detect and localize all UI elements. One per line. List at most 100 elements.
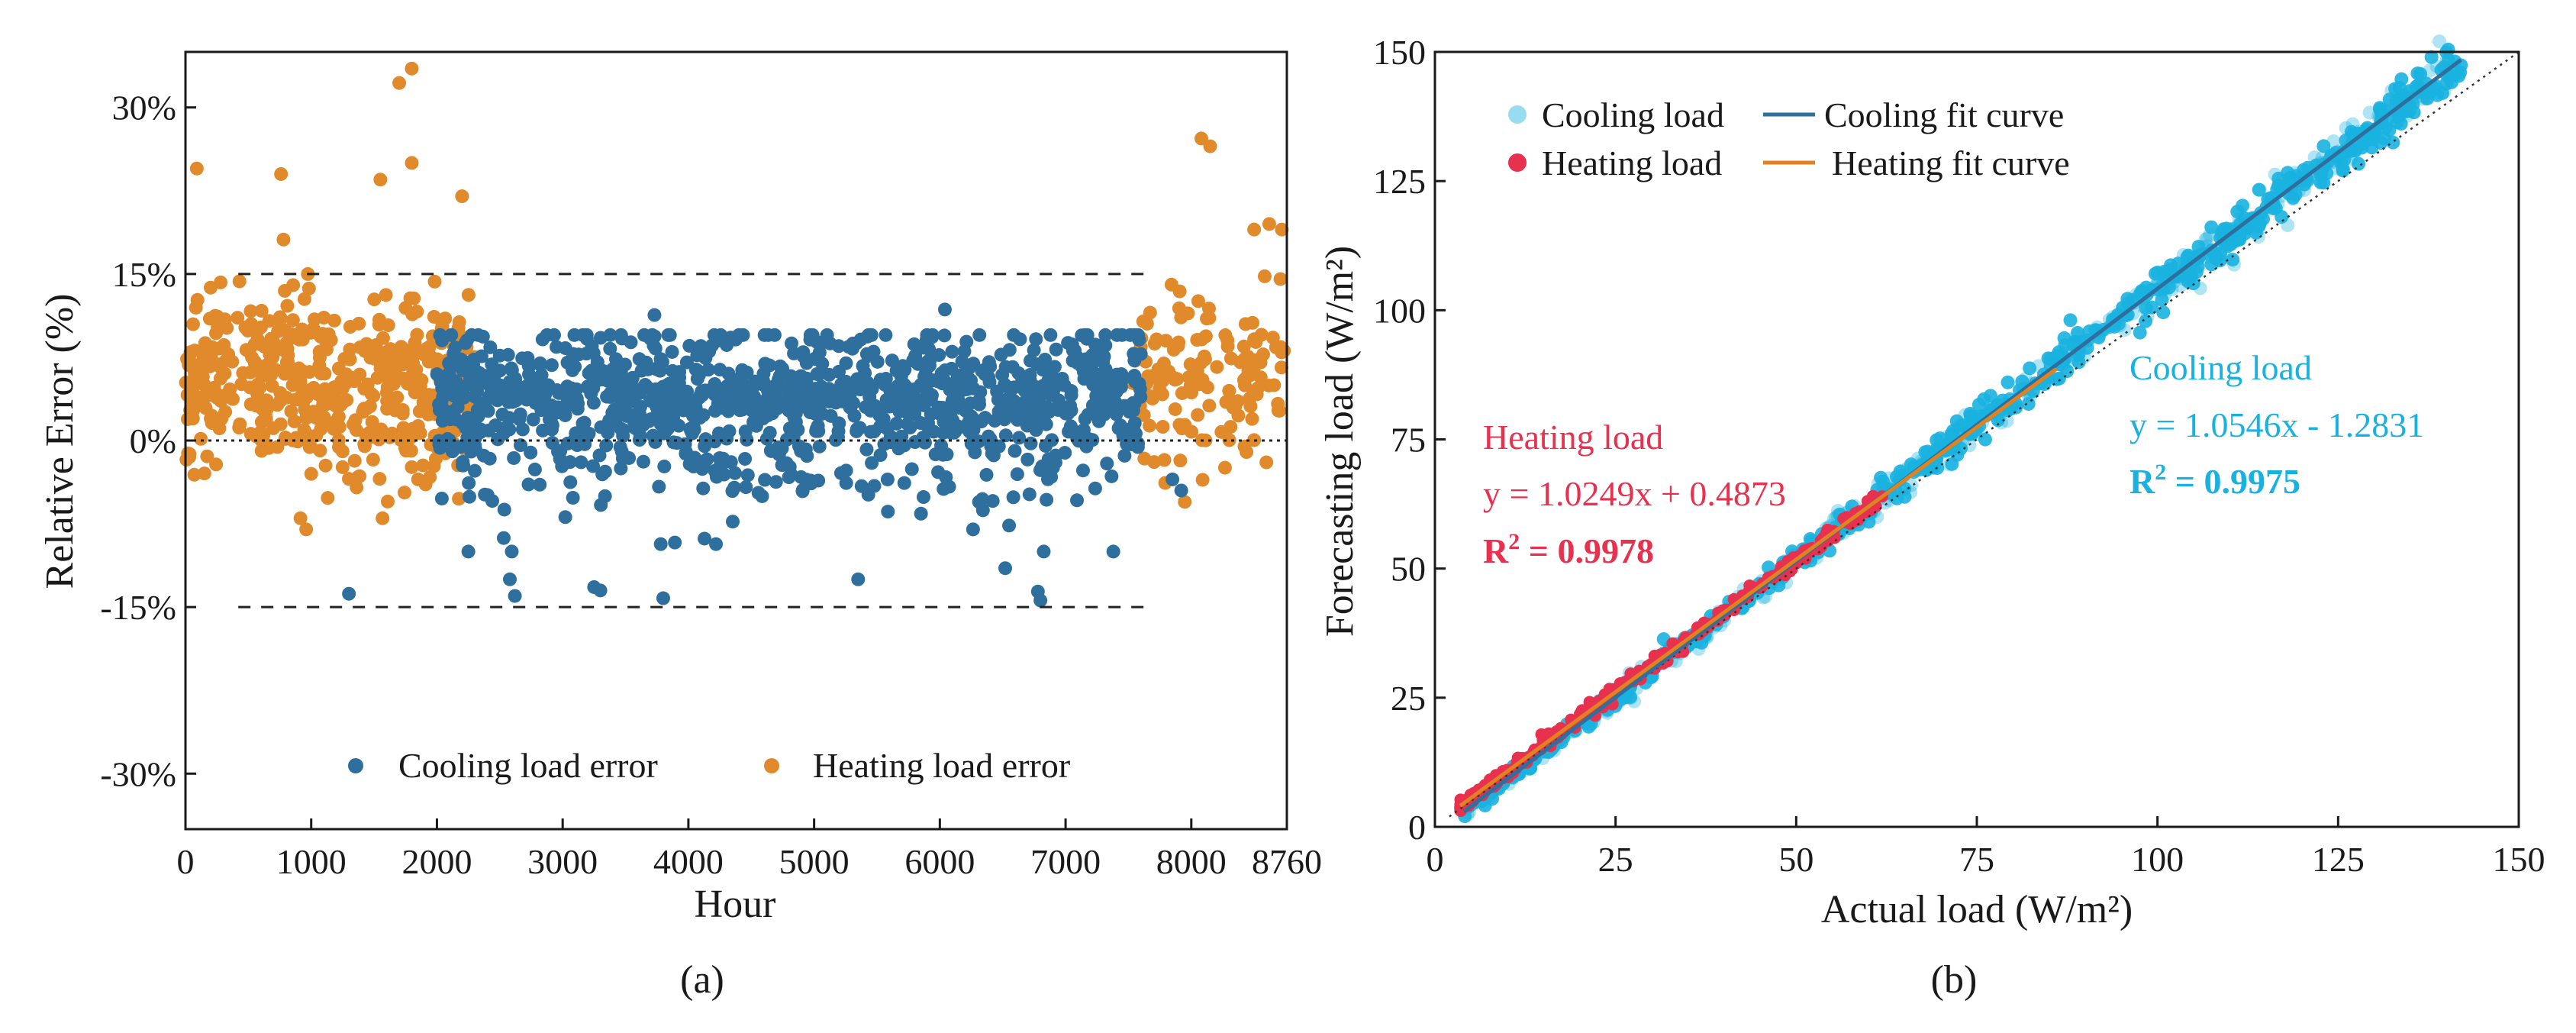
cooling-error-point (972, 328, 987, 342)
heating-error-point (331, 440, 346, 454)
heating-error-point (405, 460, 419, 474)
heating-error-point (1156, 420, 1170, 434)
cooling-error-point (809, 381, 824, 395)
cooling-error-point (696, 408, 711, 422)
cooling-error-point (758, 357, 772, 371)
cooling-error-point (856, 359, 870, 373)
heating-error-point (196, 342, 211, 357)
cooling-error-point (619, 408, 634, 423)
cooling-load-point (2286, 192, 2300, 206)
cooling-load-point (2204, 220, 2219, 234)
cooling-error-point (483, 340, 498, 354)
cooling-error-point (779, 432, 794, 447)
cooling-load-point (2179, 271, 2194, 286)
heating-error-point (299, 522, 314, 537)
cooling-error-point (637, 328, 652, 342)
cooling-error-point (901, 417, 915, 431)
cooling-error-point (986, 448, 1001, 463)
cooling-load-point (2018, 372, 2033, 386)
cooling-error-point (527, 462, 542, 476)
heating-error-point (1256, 347, 1270, 362)
heating-error-point (204, 412, 218, 426)
panel-b-legend: Cooling load Cooling fit curve Heating l… (1508, 95, 2070, 182)
heating-error-point (327, 313, 341, 328)
cooling-error-point (839, 476, 853, 490)
heating-error-point (369, 338, 383, 353)
heating-error-point (271, 324, 285, 339)
cooling-error-point (921, 415, 936, 430)
x-tick-label: 75 (1959, 840, 1994, 879)
x-tick-label: 100 (2131, 840, 2184, 879)
heating-error-point (1214, 424, 1229, 439)
heating-error-point (367, 292, 382, 307)
cooling-load-point (1942, 457, 1957, 472)
cooling-error-point (695, 462, 710, 476)
cooling-error-point (436, 406, 450, 421)
cooling-error-point (1097, 350, 1111, 364)
cooling-error-point (1126, 403, 1140, 418)
cooling-error-point (632, 433, 646, 447)
cooling-error-point (958, 358, 972, 373)
heating-error-point (232, 274, 247, 289)
cooling-error-point (883, 429, 898, 444)
cooling-error-point (586, 459, 601, 473)
heating-error-point (1143, 418, 1157, 433)
heating-error-point (1137, 451, 1152, 466)
heating-error-point (263, 368, 278, 383)
cooling-error-point (782, 421, 797, 436)
cooling-error-point (507, 450, 521, 465)
heating-error-point (234, 377, 249, 392)
heating-error-point (243, 397, 258, 412)
cooling-error-point (1037, 362, 1052, 376)
cooling-error-point (879, 328, 893, 342)
cooling-load-point (2189, 265, 2204, 279)
cooling-error-point (709, 537, 724, 551)
heating-error-point (327, 380, 341, 395)
cooling-error-point (740, 365, 754, 379)
heating-error-point (1210, 360, 1224, 374)
cooling-error-point (928, 447, 943, 462)
heating-error-point (370, 370, 385, 385)
cooling-error-point (453, 440, 467, 454)
heating-error-point (327, 421, 341, 436)
heating-error-point (254, 304, 269, 318)
cooling-load-point (2063, 313, 2078, 328)
panel-b-x-axis-label: Actual load (W/m²) (1821, 888, 2133, 931)
cooling-error-point (914, 506, 928, 521)
heating-error-point (1238, 317, 1253, 331)
heating-error-point (381, 318, 395, 332)
cooling-error-point (666, 435, 681, 450)
heating-error-point (1243, 368, 1257, 383)
cooling-error-point (758, 473, 772, 487)
y-tick-label: -30% (100, 754, 176, 793)
cooling-error-point (570, 438, 585, 453)
cooling-error-point (1005, 360, 1020, 374)
cooling-load-point (1958, 408, 1972, 422)
cooling-error-point (846, 395, 860, 410)
cooling-error-point (682, 338, 697, 353)
cooling-error-point (1101, 402, 1116, 417)
cooling-error-point (930, 374, 945, 389)
cooling-load-point (1953, 441, 1968, 456)
cooling-error-point (942, 479, 956, 494)
cooling-load-point (2362, 105, 2377, 120)
cooling-error-point (957, 344, 972, 359)
cooling-error-point (1033, 405, 1048, 420)
heating-error-point (208, 388, 223, 402)
heating-error-point (231, 311, 245, 325)
panel-b-caption: (b) (1931, 958, 1978, 1002)
cooling-error-point (1022, 487, 1037, 502)
heating-error-point (1145, 392, 1159, 406)
heating-error-point (1194, 356, 1208, 370)
heating-error-point (247, 354, 262, 369)
cooling-error-point (471, 409, 485, 424)
heating-error-point (307, 312, 321, 327)
cooling-error-point (566, 363, 580, 377)
cooling-error-point (757, 328, 772, 342)
legend-heating-fit-label: Heating fit curve (1832, 144, 2070, 182)
cooling-error-point (1114, 420, 1129, 434)
heating-error-point (1162, 364, 1176, 379)
heating-error-point (1220, 333, 1235, 347)
cooling-error-point (739, 399, 753, 414)
cooling-error-point (1029, 423, 1043, 437)
